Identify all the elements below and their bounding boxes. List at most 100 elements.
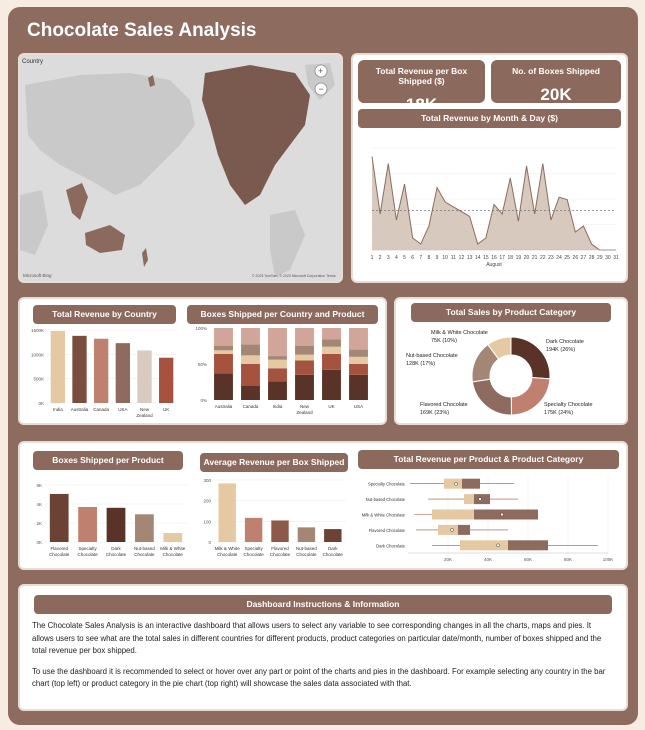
x-tick-label: Milk & White — [160, 546, 186, 551]
stacked-bar-segment — [214, 328, 233, 346]
x-tick-label: Flavored — [50, 546, 68, 551]
sales-category-donut[interactable]: Dark Chocolate 194K (26%) Specialty Chocol… — [398, 324, 625, 422]
box-upper — [508, 540, 548, 551]
month-day-chart-title: Total Revenue by Month & Day ($) — [358, 109, 621, 128]
box-upper — [462, 478, 480, 489]
bar — [49, 493, 69, 542]
stacked-bar-segment — [322, 369, 341, 400]
bar — [159, 357, 174, 403]
x-tick-label: Flavored — [271, 546, 289, 551]
box-upper — [474, 494, 490, 505]
stacked-bar-segment — [349, 364, 368, 375]
x-tick-label: Chocolate — [323, 552, 344, 557]
country-australia — [85, 225, 125, 253]
box-lower — [438, 524, 458, 535]
country-map[interactable]: Country + − Microsoft Bing © 2023 TomTom… — [20, 55, 341, 281]
stacked-bar-segment — [322, 353, 341, 370]
landmass-south-america — [270, 210, 305, 277]
stacked-bar-segment — [268, 381, 287, 400]
mean-marker — [500, 512, 504, 517]
stacked-bar-segment — [349, 328, 368, 350]
kpi-value: 20K — [540, 85, 572, 104]
box-upper — [474, 509, 538, 520]
boxes-category-chart[interactable]: 0K2K4K6KFlavoredChocolateSpecialtyChocol… — [27, 475, 192, 568]
x-tick-label: USA — [354, 404, 363, 409]
landmass-greenland — [305, 63, 335, 100]
revenue-product-boxplot[interactable]: 20K 40K 60K 80K 100K Specialty Chocolate Nut-b… — [358, 473, 620, 568]
revenue-product-title: Total Revenue per Product & Product Cate… — [358, 450, 619, 469]
bar — [218, 483, 236, 542]
x-tick-label: 16 — [491, 255, 497, 261]
y-tick-label: 1500K — [31, 328, 44, 333]
x-tick-label: Canada — [93, 407, 109, 412]
y-tick-label: Nut-based Chocolate — [366, 497, 406, 502]
donut-label: 169K (23%) — [420, 410, 449, 416]
country-new-zealand — [142, 248, 148, 267]
map-panel[interactable]: Country + − Microsoft Bing © 2023 TomTom… — [18, 53, 343, 283]
x-tick-label: 21 — [532, 255, 538, 261]
stacked-bar-segment — [295, 354, 314, 361]
x-tick-label: Specialty — [244, 546, 263, 551]
landmass-africa — [20, 190, 48, 255]
revenue-month-day-chart[interactable]: 1 2 3 4 5 6 7 8 9 10 11 12 13 14 15 16 17 18 19 20 21 22 23 24 2… — [360, 140, 622, 272]
x-tick-label: Chocolate — [49, 552, 70, 557]
x-tick-label: 31 — [613, 255, 619, 261]
y-tick-label: Flavored Chocolate — [369, 528, 406, 533]
x-tick-label: 25 — [564, 255, 570, 261]
x-tick-label: Canada — [243, 404, 259, 409]
y-tick-label: 0K — [38, 401, 44, 406]
bar — [94, 338, 109, 403]
minus-icon: − — [319, 84, 324, 94]
bar — [78, 506, 97, 542]
donut-label: Milk & White Chocolate — [431, 330, 488, 336]
x-tick-label: Dark — [328, 546, 338, 551]
donut-label: 194K (26%) — [546, 347, 575, 353]
x-tick-label: 9 — [436, 255, 439, 261]
box-lower — [460, 540, 508, 551]
y-tick-label: Specialty Chocolate — [368, 482, 406, 487]
stacked-bar-segment — [322, 346, 341, 354]
y-tick-label: 200 — [203, 499, 211, 504]
y-tick-label: 0K — [36, 540, 42, 545]
box-upper — [458, 524, 470, 535]
stacked-bar-segment — [241, 355, 260, 364]
x-tick-label: 1 — [371, 255, 374, 261]
y-tick-label: 0% — [200, 398, 207, 403]
avg-revenue-box-title: Average Revenue per Box Shipped — [200, 453, 348, 472]
stacked-bar-segment — [349, 374, 368, 400]
y-tick-label: 2K — [36, 521, 42, 526]
stacked-bar-segment — [268, 328, 287, 357]
x-tick-label: 28 — [589, 255, 595, 261]
x-tick-label: 18 — [507, 255, 513, 261]
y-tick-label: 300 — [203, 478, 211, 483]
zoom-out-button[interactable] — [314, 82, 328, 96]
landmass-asia — [25, 73, 195, 195]
map-label: Country — [22, 59, 43, 65]
boxes-country-category-title: Boxes Shipped per Country and Product Ca… — [187, 305, 378, 338]
x-tick-label: New — [140, 407, 150, 412]
donut-label: Nut-based Chocolate — [406, 353, 458, 359]
bar — [271, 520, 289, 542]
x-tick-label: Chocolate — [243, 552, 264, 557]
stacked-bar-segment — [214, 346, 233, 351]
x-tick-label: Zealand — [136, 413, 153, 418]
donut-label: 75K (10%) — [431, 338, 457, 344]
kpi-label: No. of Boxes Shipped — [512, 66, 600, 76]
x-tick-label: 5 — [403, 255, 406, 261]
area-line — [371, 156, 616, 251]
x-tick-label: Nut-based — [296, 546, 317, 551]
stacked-bar-segment — [295, 328, 314, 346]
x-tick-label: 40K — [484, 557, 492, 562]
x-tick-label: 22 — [540, 255, 546, 261]
sales-category-title: Total Sales by Product Category — [411, 303, 611, 322]
bar — [163, 533, 183, 542]
x-tick-label: 2 — [379, 255, 382, 261]
x-tick-label: Zealand — [296, 410, 313, 415]
donut-slice — [487, 336, 512, 360]
x-tick-label: Chocolate — [270, 552, 291, 557]
x-tick-label: 14 — [475, 255, 481, 261]
revenue-country-chart[interactable]: 0K 500K 1000K 1500K India Australia Canada USA N… — [25, 325, 183, 422]
zoom-in-button[interactable] — [314, 64, 328, 78]
